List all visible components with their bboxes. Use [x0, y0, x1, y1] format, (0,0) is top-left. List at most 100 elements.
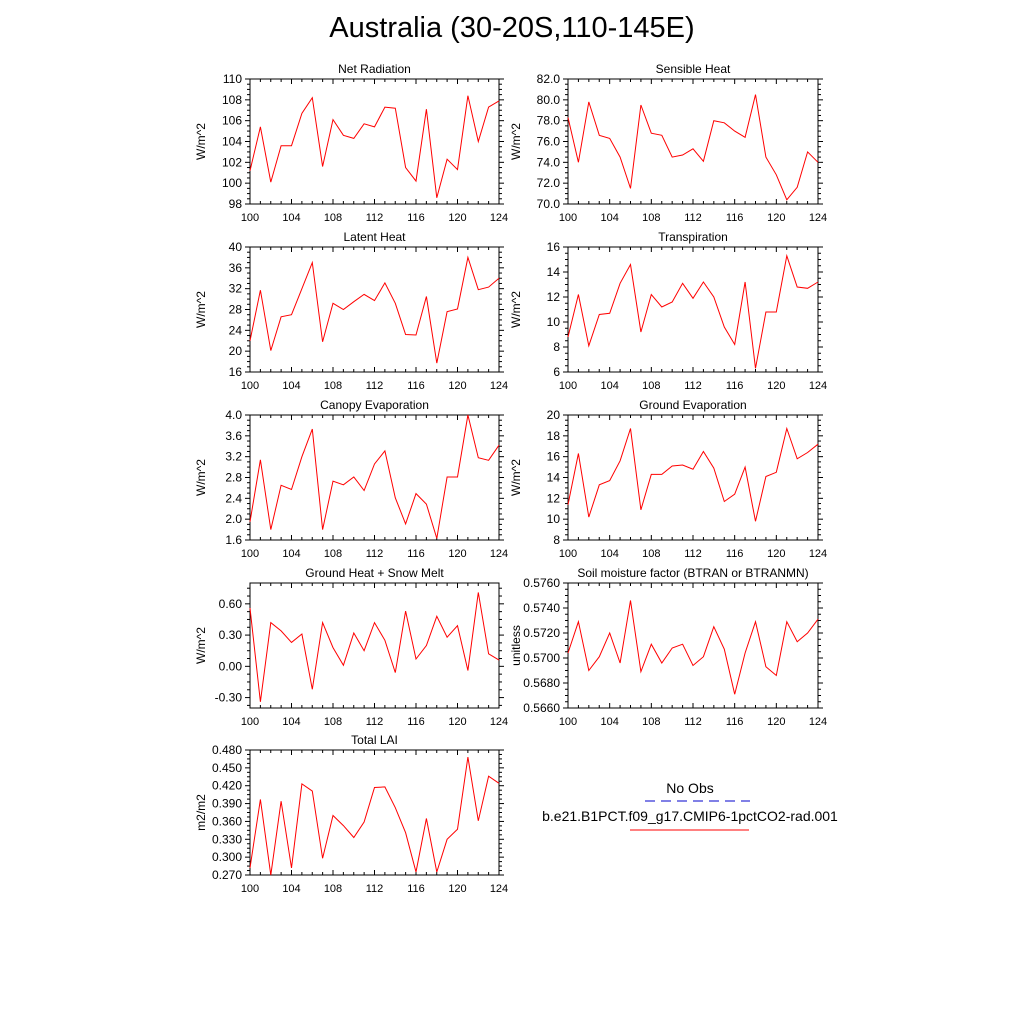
y-tick-label: 0.360 [212, 814, 242, 828]
y-tick-label: 0.30 [219, 628, 243, 642]
y-tick-label: 4.0 [225, 408, 242, 422]
y-tick-label: 36 [229, 261, 243, 275]
y-tick-label: 0.60 [219, 597, 243, 611]
plot-frame [567, 414, 819, 541]
y-axis-label: W/m^2 [194, 459, 208, 496]
y-tick-label: 18 [547, 429, 561, 443]
series-line [567, 253, 819, 369]
y-tick-label: 6 [553, 365, 560, 379]
y-tick-label: 10 [547, 512, 561, 526]
x-tick-label: 112 [366, 380, 384, 392]
plot-frame [249, 414, 500, 541]
x-tick-label: 112 [684, 380, 702, 392]
x-tick-label: 100 [559, 548, 577, 560]
y-axis-label: m2/m2 [194, 794, 208, 831]
y-tick-label: 72.0 [537, 176, 561, 190]
y-tick-label: 0.300 [212, 850, 242, 864]
x-tick-label: 104 [600, 716, 618, 728]
y-tick-label: 0.5700 [523, 651, 560, 665]
plot-frame [567, 246, 819, 373]
x-tick-label: 108 [642, 212, 660, 224]
x-tick-label: 116 [407, 548, 425, 560]
x-tick-label: 120 [448, 716, 466, 728]
panel-title: Total LAI [351, 733, 398, 747]
y-tick-label: 8 [553, 533, 560, 547]
x-tick-label: 104 [282, 883, 300, 895]
y-tick-label: 1.6 [225, 533, 242, 547]
y-axis-label: W/m^2 [509, 459, 523, 496]
panel-title: Sensible Heat [656, 62, 731, 76]
y-tick-label: 0.5680 [523, 676, 560, 690]
y-tick-label: 24 [229, 323, 243, 337]
x-tick-label: 116 [407, 380, 425, 392]
plot-frame [249, 749, 500, 876]
y-tick-label: 0.420 [212, 779, 242, 793]
x-tick-label: 116 [726, 380, 744, 392]
y-tick-label: 14 [547, 265, 561, 279]
x-tick-label: 124 [490, 716, 508, 728]
panel-title: Net Radiation [338, 62, 411, 76]
y-tick-label: 10 [547, 315, 561, 329]
y-axis-label: W/m^2 [194, 123, 208, 160]
y-tick-label: 0.330 [212, 832, 242, 846]
x-tick-label: 124 [809, 548, 827, 560]
panel-5: 100 104 108 112 116 120 124 1.6 2.0 2.4 2.8 3.2 3.6 4… [194, 398, 508, 560]
panel-8: 100 104 108 112 116 120 124 0.5660 0.5680 0.5700 0… [509, 566, 827, 728]
x-tick-label: 120 [448, 380, 466, 392]
y-tick-label: 16 [547, 450, 561, 464]
y-tick-label: -0.30 [215, 691, 243, 705]
series-line [249, 757, 500, 876]
x-tick-label: 108 [642, 716, 660, 728]
y-tick-label: 100 [222, 176, 242, 190]
y-tick-label: 0.5760 [523, 576, 560, 590]
series-line [249, 592, 500, 702]
x-tick-label: 100 [241, 716, 259, 728]
plot-frame [249, 246, 500, 373]
x-tick-label: 120 [767, 716, 785, 728]
x-tick-label: 120 [767, 212, 785, 224]
panel-6: 100 104 108 112 116 120 124 8 10 12 14 16 18 20 Ground… [509, 398, 827, 560]
x-tick-label: 100 [241, 212, 259, 224]
y-tick-label: 78.0 [537, 114, 561, 128]
y-tick-label: 74.0 [537, 155, 561, 169]
x-tick-label: 104 [600, 380, 618, 392]
y-tick-label: 16 [229, 365, 243, 379]
x-tick-label: 124 [490, 883, 508, 895]
y-tick-label: 16 [547, 240, 561, 254]
panel-title: Ground Evaporation [639, 398, 746, 412]
panel-title: Ground Heat + Snow Melt [305, 566, 444, 580]
y-tick-label: 3.6 [225, 429, 242, 443]
x-tick-label: 120 [448, 212, 466, 224]
y-tick-label: 3.2 [225, 450, 242, 464]
x-tick-label: 104 [282, 380, 300, 392]
legend-model-label: b.e21.B1PCT.f09_g17.CMIP6-1pctCO2-rad.00… [542, 808, 838, 824]
x-tick-label: 100 [559, 380, 577, 392]
y-tick-label: 102 [222, 155, 242, 169]
panel-title: Latent Heat [343, 230, 406, 244]
x-tick-label: 112 [684, 548, 702, 560]
x-tick-label: 124 [490, 212, 508, 224]
y-tick-label: 2.8 [225, 471, 242, 485]
x-tick-label: 112 [366, 716, 384, 728]
y-tick-label: 2.4 [225, 491, 242, 505]
x-tick-label: 104 [282, 548, 300, 560]
y-tick-label: 76.0 [537, 135, 561, 149]
x-tick-label: 108 [324, 548, 342, 560]
y-tick-label: 40 [229, 240, 243, 254]
x-tick-label: 120 [767, 548, 785, 560]
series-line [567, 94, 819, 201]
x-tick-label: 116 [407, 883, 425, 895]
panel-4: 100 104 108 112 116 120 124 6 8 10 12 14 16 Transpira… [509, 230, 827, 392]
y-tick-label: 0.5720 [523, 626, 560, 640]
x-tick-label: 100 [559, 716, 577, 728]
x-tick-label: 108 [324, 716, 342, 728]
y-tick-label: 98 [229, 197, 243, 211]
plot-frame [567, 582, 819, 709]
x-tick-label: 116 [726, 212, 744, 224]
y-tick-label: 80.0 [537, 93, 561, 107]
series-line [249, 95, 500, 198]
y-axis-label: W/m^2 [509, 123, 523, 160]
y-tick-label: 8 [553, 340, 560, 354]
y-tick-label: 0.5660 [523, 701, 560, 715]
